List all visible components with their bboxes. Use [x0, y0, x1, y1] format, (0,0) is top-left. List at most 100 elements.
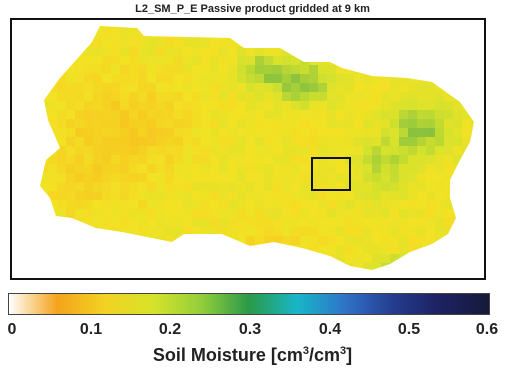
grid-cell	[138, 137, 148, 147]
grid-cell	[156, 191, 166, 201]
grid-cell	[228, 128, 238, 138]
grid-cell	[453, 128, 463, 138]
grid-cell	[120, 110, 130, 120]
grid-cell	[219, 155, 229, 165]
grid-cell	[300, 182, 310, 192]
grid-cell	[408, 119, 418, 129]
grid-cell	[300, 272, 310, 278]
grid-cell	[102, 83, 112, 93]
grid-cell	[12, 83, 22, 93]
grid-cell	[120, 101, 130, 111]
grid-cell	[138, 227, 148, 237]
grid-cell	[138, 26, 148, 30]
grid-cell	[444, 29, 454, 39]
grid-cell	[354, 101, 364, 111]
grid-cell	[12, 110, 22, 120]
grid-cell	[480, 254, 484, 264]
grid-cell	[12, 29, 22, 39]
grid-cell	[390, 47, 400, 57]
grid-cell	[40, 83, 49, 93]
grid-cell	[372, 236, 382, 246]
grid-cell	[264, 65, 274, 75]
grid-cell	[40, 29, 49, 39]
grid-cell	[120, 191, 130, 201]
grid-cell	[57, 209, 67, 219]
grid-cell	[462, 65, 472, 75]
grid-cell	[102, 65, 112, 75]
grid-cell	[354, 26, 364, 30]
grid-cell	[48, 137, 58, 147]
grid-cell	[147, 209, 157, 219]
grid-cell	[156, 236, 166, 246]
grid-cell	[327, 38, 337, 48]
grid-cell	[183, 245, 193, 255]
grid-cell	[210, 218, 220, 228]
grid-cell	[381, 173, 391, 183]
grid-cell	[192, 173, 202, 183]
grid-cell	[417, 38, 427, 48]
grid-cell	[273, 101, 283, 111]
grid-cell	[345, 146, 355, 156]
grid-cell	[102, 263, 112, 270]
grid-cell	[138, 245, 148, 255]
grid-cell	[93, 218, 103, 228]
grid-cell	[354, 83, 364, 93]
grid-cell	[174, 173, 184, 183]
grid-cell	[435, 146, 445, 156]
grid-cell	[228, 65, 238, 75]
grid-cell	[399, 227, 409, 237]
grid-cell	[264, 227, 274, 237]
grid-cell	[282, 110, 292, 120]
grid-cell	[408, 65, 418, 75]
grid-cell	[120, 182, 130, 192]
grid-cell	[111, 182, 121, 192]
grid-cell	[84, 155, 94, 165]
grid-cell	[57, 218, 67, 228]
grid-cell	[201, 110, 211, 120]
grid-cell	[57, 236, 67, 246]
grid-cell	[444, 218, 454, 228]
grid-cell	[408, 101, 418, 111]
grid-cell	[273, 218, 283, 228]
grid-cell	[273, 227, 283, 237]
grid-cell	[84, 74, 94, 84]
grid-cell	[66, 191, 76, 201]
grid-cell	[219, 236, 229, 246]
grid-cell	[21, 101, 31, 111]
grid-cell	[12, 191, 22, 201]
grid-cell	[165, 47, 175, 57]
grid-cell	[174, 263, 184, 270]
grid-cell	[165, 254, 175, 264]
grid-cell	[192, 128, 202, 138]
grid-cell	[381, 236, 391, 246]
grid-cell	[381, 200, 391, 210]
grid-cell	[426, 56, 436, 66]
grid-cell	[336, 146, 346, 156]
grid-cell	[138, 209, 148, 219]
grid-cell	[453, 146, 463, 156]
grid-cell	[138, 29, 148, 39]
grid-cell	[84, 128, 94, 138]
grid-cell	[354, 218, 364, 228]
grid-cell	[318, 47, 328, 57]
grid-cell	[102, 272, 112, 278]
grid-cell	[399, 146, 409, 156]
grid-cell	[201, 56, 211, 66]
grid-cell	[255, 155, 265, 165]
grid-cell	[129, 191, 139, 201]
grid-cell	[246, 101, 256, 111]
grid-cell	[237, 263, 247, 270]
grid-cell	[75, 173, 85, 183]
grid-cell	[345, 29, 355, 39]
grid-cell	[147, 272, 157, 278]
grid-cell	[435, 182, 445, 192]
grid-cell	[300, 146, 310, 156]
grid-cell	[30, 209, 40, 219]
grid-cell	[309, 236, 319, 246]
grid-cell	[291, 65, 301, 75]
grid-cell	[444, 74, 454, 84]
grid-cell	[174, 155, 184, 165]
grid-cell	[408, 146, 418, 156]
grid-cell	[399, 200, 409, 210]
grid-cell	[291, 29, 301, 39]
